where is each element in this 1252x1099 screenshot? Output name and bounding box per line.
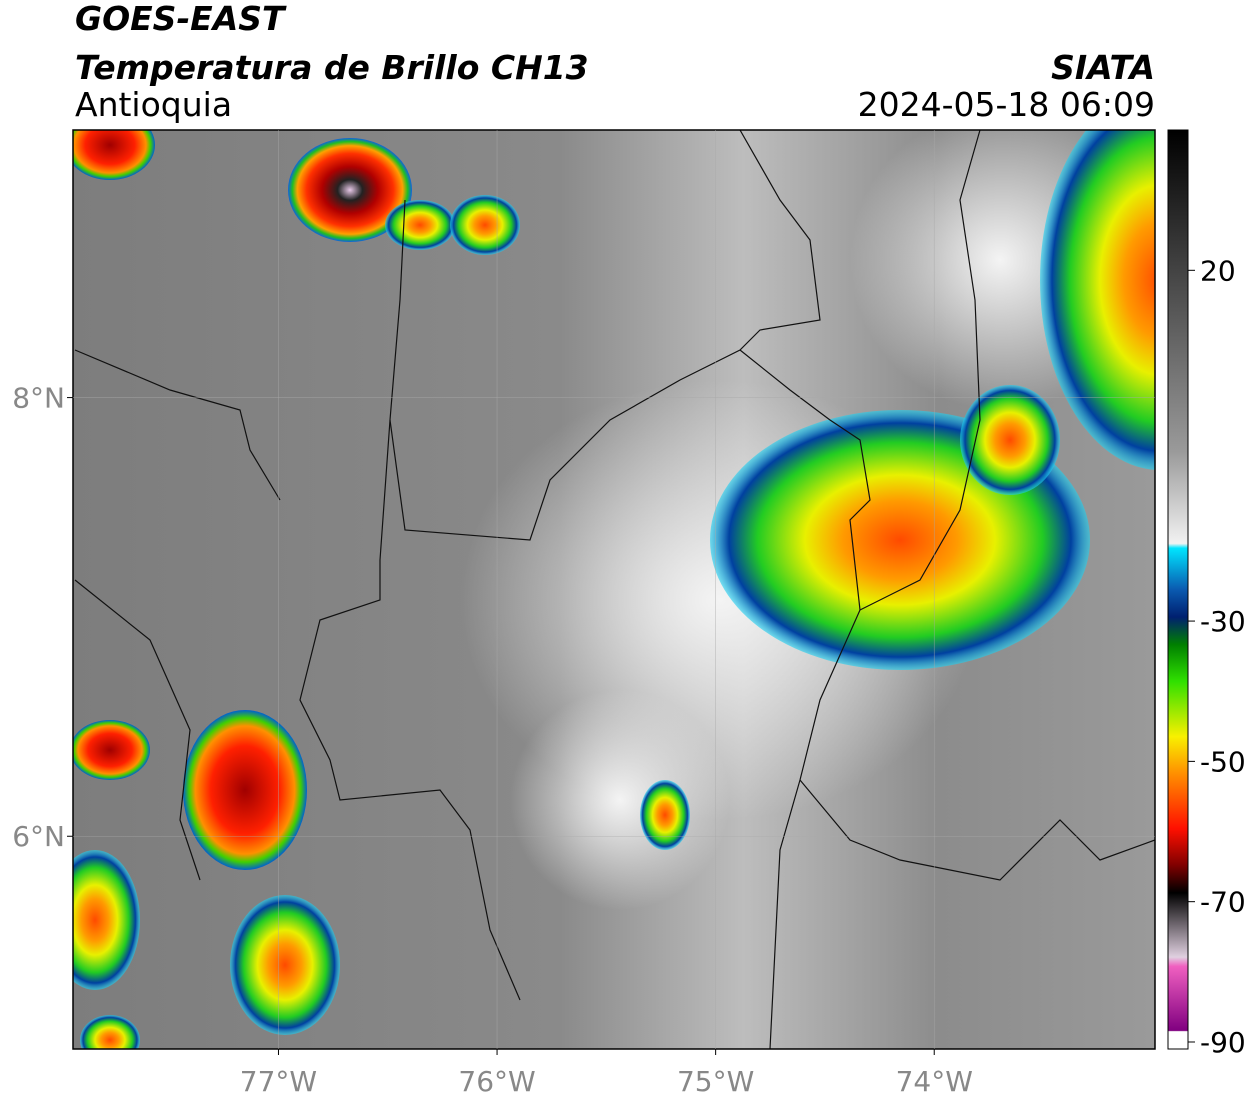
colorbar-tick-label: 20 — [1200, 254, 1236, 287]
colorbar-tick-label: -70 — [1200, 886, 1246, 919]
y-tick-label: 6°N — [12, 820, 65, 853]
x-tick-label: 75°W — [677, 1065, 754, 1098]
x-tick-label: 74°W — [896, 1065, 973, 1098]
map-frame — [72, 129, 1156, 1050]
x-tick-label: 77°W — [240, 1065, 317, 1098]
y-tick-label: 8°N — [12, 382, 65, 415]
colorbar — [1167, 129, 1189, 1050]
agency: SIATA — [1051, 48, 1155, 87]
subtitle: Temperatura de Brillo CH13 — [75, 48, 589, 87]
colorbar-tick-label: -50 — [1200, 745, 1246, 778]
x-tick-label: 76°W — [458, 1065, 535, 1098]
title: GOES-EAST — [75, 0, 287, 38]
colorbar-tick-label: -90 — [1200, 1026, 1246, 1059]
region: Antioquia — [75, 85, 232, 124]
colorbar-tick-label: -30 — [1200, 605, 1246, 638]
map-image — [73, 130, 1155, 1049]
datetime: 2024-05-18 06:09 — [858, 85, 1155, 124]
